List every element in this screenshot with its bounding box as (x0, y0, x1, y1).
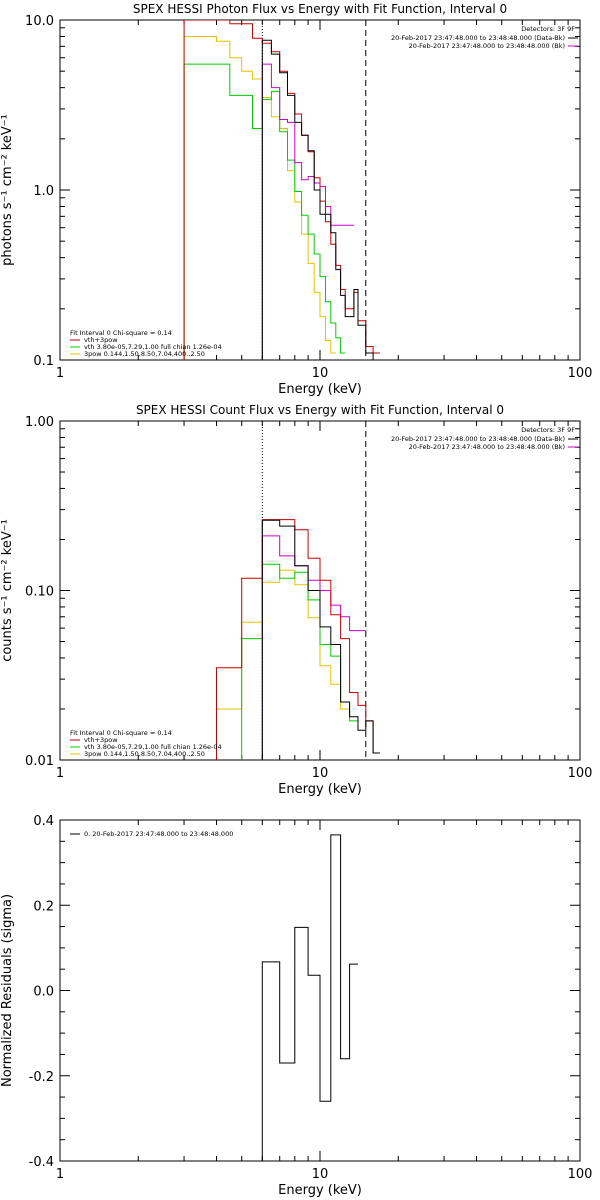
chart-1-legend-left-entry: vth 3.80e-05,7.29,1.00 full chian 1.26e-… (84, 743, 222, 751)
chart-0-ytick-label: 0.1 (33, 354, 54, 369)
chart-0-legend-left-entry: vth+3pow (84, 336, 118, 344)
chart-0-series-fit-powerlaw (183, 36, 336, 360)
chart-0-series-background (261, 63, 354, 360)
chart-1-series-background (261, 535, 366, 760)
chart-1-xtick-label: 10 (312, 766, 329, 781)
chart-0-xtick-label: 1 (56, 366, 64, 381)
chart-2-ytick-label: -0.4 (29, 1155, 54, 1170)
chart-1-xlabel: Energy (keV) (278, 782, 362, 797)
chart-1-legend-left-header: Fit Interval 0 Chi-square = 0.14 (70, 729, 172, 737)
chart-2-ytick-label: 0.0 (33, 985, 54, 1000)
chart-0-ytick-label: 10.0 (25, 14, 54, 29)
chart-1-series-fit-powerlaw (216, 569, 350, 760)
chart-1-ytick-label: 0.01 (25, 754, 54, 769)
chart-1-xtick-label: 100 (568, 766, 593, 781)
chart-1-xtick-label: 1 (56, 766, 64, 781)
chart-0-series-fit-total (183, 20, 380, 360)
chart-2-ylabel: Normalized Residuals (sigma) (0, 894, 15, 1087)
chart-1-ytick-label: 0.10 (25, 585, 54, 600)
chart-0-legend-left-entry: vth 3.80e-05,7.29,1.00 full chian 1.26e-… (84, 343, 222, 351)
chart-0-legend-left-header: Fit Interval 0 Chi-square = 0.14 (70, 329, 172, 337)
chart-1-ylabel: counts s⁻¹ cm⁻² keV⁻¹ (0, 519, 15, 662)
chart-2-xtick-label: 1 (56, 1167, 64, 1182)
chart-0: 1 10 100 0.1 1.0 10.0 SPEX HESSI Photon Flux v… (0, 2, 592, 397)
chart-2-xtick-label: 100 (568, 1167, 593, 1182)
chart-0-series-data-bk (261, 39, 380, 360)
chart-2-series-residuals (261, 834, 358, 1161)
chart-0-title: SPEX HESSI Photon Flux vs Energy with Fi… (133, 2, 507, 16)
chart-1-legend-right-entry: 20-Feb-2017 23:47:48.000 to 23:48:48.000… (391, 435, 565, 443)
chart-1-legend-left-entry: 3pow 0.144,1.50,8.50,7.04,400.,2.50 (84, 750, 205, 758)
chart-0-legend-right-entry: 20-Feb-2017 23:47:48.000 to 23:48:48.000… (409, 42, 565, 50)
chart-0-legend-right-header: Detectors: 3F 9F (521, 25, 575, 33)
chart-2-plot-area (261, 834, 358, 1161)
chart-0-xlabel: Energy (keV) (278, 382, 362, 397)
chart-0-xtick-label: 10 (312, 366, 329, 381)
chart-1-series-data-bk (261, 519, 380, 760)
chart-2-ytick-label: -0.2 (29, 1070, 54, 1085)
chart-1-legend-left-entry: vth+3pow (84, 736, 118, 744)
chart-1-legend-right-header: Detectors: 3F 9F (521, 426, 575, 434)
chart-2-ytick-label: 0.4 (33, 814, 54, 829)
chart-0-plot-area (183, 20, 380, 360)
chart-1-legend-right-entry: 20-Feb-2017 23:47:48.000 to 23:48:48.000… (409, 443, 565, 451)
chart-0-xtick-label: 100 (568, 366, 593, 381)
chart-2-ytick-label: 0.2 (33, 899, 54, 914)
chart-0-legend-left-entry: 3pow 0.144,1.50,8.50,7.04,400.,2.50 (84, 350, 205, 358)
chart-2-xtick-label: 10 (312, 1167, 329, 1182)
chart-1: 1 10 100 0.01 0.10 1.00 SPEX HESSI Count Flux … (0, 403, 592, 797)
chart-0-ylabel: photons s⁻¹ cm⁻² keV⁻¹ (0, 114, 15, 266)
chart-1-ytick-label: 1.00 (25, 415, 54, 430)
chart-0-series-fit-thermal (183, 63, 346, 360)
chart-0-legend-right-entry: 20-Feb-2017 23:47:48.000 to 23:48:48.000… (391, 34, 565, 42)
chart-1-series-fit-total (216, 519, 380, 760)
chart-2-legend-left-entry: 0. 20-Feb-2017 23:47:48.000 to 23:48:48.… (84, 830, 233, 838)
chart-1-plot-area (216, 421, 380, 760)
chart-0-ytick-label: 1.0 (33, 184, 54, 199)
chart-2-xlabel: Energy (keV) (278, 1183, 362, 1198)
chart-2: 1 10 100 -0.4 -0.2 0.0 0.2 0.4 Energy (keV) Norma… (0, 814, 592, 1198)
chart-1-title: SPEX HESSI Count Flux vs Energy with Fit… (136, 403, 504, 417)
